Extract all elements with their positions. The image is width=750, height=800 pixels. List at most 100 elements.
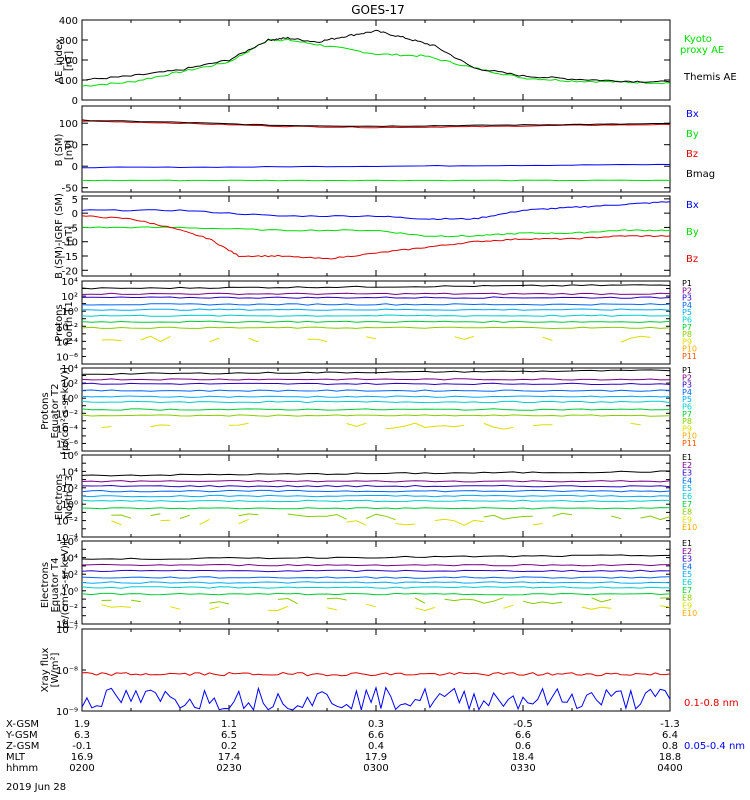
y-tick-label: 10⁻⁴ — [56, 620, 78, 631]
channel-line-e8 — [522, 600, 563, 605]
channel-line-e9 — [660, 605, 671, 608]
channel-label-p9: P9 — [682, 337, 692, 346]
axis-row-value: -0.1 — [72, 741, 92, 752]
axis-row-value: 0230 — [216, 763, 241, 774]
ylabel-et4-2: Equator T4 — [50, 558, 61, 613]
channel-line-p2 — [81, 378, 671, 381]
channel-label-p4: P4 — [682, 301, 692, 310]
channel-line-p6 — [81, 400, 671, 404]
ylabel-pt2-3: [p/(cm²-s-sr-keV)] — [60, 367, 71, 455]
y-tick-label: 300 — [59, 36, 78, 47]
axis-row-value: 1.9 — [74, 719, 90, 730]
y-tick-label: 100 — [59, 119, 78, 130]
axis-row-value: 0.4 — [368, 741, 384, 752]
channel-line-e3 — [81, 569, 671, 573]
xray-line-blue — [81, 685, 671, 712]
legend-bigrf: Bx By Bz — [686, 200, 699, 265]
channel-line-e5 — [81, 581, 671, 584]
y-tick-label: 10⁴ — [61, 467, 78, 478]
channel-line-e7 — [81, 592, 671, 596]
axis-row-label: MLT — [6, 752, 26, 763]
legend-xray-short: 0.05-0.4 nm — [684, 741, 745, 752]
y-tick-label: 10⁻² — [56, 409, 78, 420]
channel-label-e3: E3 — [682, 555, 692, 564]
channel-label-p11: P11 — [682, 439, 697, 448]
channel-line-p9 — [307, 338, 328, 343]
y-tick-label: 10⁻⁷ — [56, 625, 78, 636]
axis-row-value: 18.8 — [659, 752, 681, 763]
channel-label-e7: E7 — [682, 586, 692, 595]
legend-bsm: Bx By Bz Bmag — [686, 109, 715, 180]
channel-line-e6 — [81, 499, 670, 503]
y-tick-label: -15 — [62, 252, 78, 263]
channel-line-e9 — [209, 606, 220, 610]
channel-line-e1 — [81, 470, 670, 477]
series-line-by — [81, 226, 671, 238]
channel-label-p2: P2 — [682, 286, 692, 295]
channel-line-p9 — [620, 335, 651, 343]
channel-line-e3 — [81, 484, 671, 488]
axis-row-value: 0.8 — [662, 741, 678, 752]
axis-table: X-GSM 1.9 1.1 0.3 -0.5 -1.3 Y-GSM 6.3 6.5 6.6 6.6 6… — [5, 719, 683, 774]
channel-line-p9 — [101, 339, 122, 342]
ylabel-et3-1: Electrons — [54, 474, 65, 520]
axis-row-value: 6.6 — [515, 730, 531, 741]
axis-row-value: 0.2 — [221, 741, 237, 752]
channel-line-e8 — [365, 513, 396, 521]
channel-legends: P1P2P3P4P5P6P7P8P9P10P11P1P2P3P4P5P6P7P8… — [682, 279, 697, 618]
channel-line-p9 — [209, 337, 220, 343]
channel-line-e9 — [170, 606, 181, 610]
y-tick-label: 10⁻⁴ — [56, 424, 78, 435]
channel-line-p9 — [140, 335, 171, 343]
channel-line-p9 — [366, 336, 377, 340]
channel-line-e8 — [238, 513, 259, 517]
channel-label-p10: P10 — [682, 432, 697, 441]
channel-label-e8: E8 — [682, 508, 692, 517]
series-line-bx — [81, 163, 671, 169]
legend-bsm-bz: Bz — [686, 149, 698, 160]
xray-line-red — [81, 671, 671, 677]
axis-row-label: X-GSM — [6, 719, 39, 730]
axis-row-value: 0330 — [510, 763, 535, 774]
axis-row-value: 17.9 — [365, 752, 387, 763]
axis-row-value: 1.1 — [221, 719, 237, 730]
panel-frame-0 — [81, 19, 671, 101]
ylabel-pt2-1: Protons — [40, 392, 51, 429]
channel-line-e9 — [111, 520, 122, 526]
channel-line-e8 — [111, 514, 132, 519]
channel-line-p4 — [81, 389, 671, 392]
y-tick-label: 10⁻² — [56, 603, 78, 614]
channel-line-e8 — [150, 513, 161, 517]
y-tick-label: 10² — [61, 570, 78, 581]
channel-line-e8 — [209, 601, 230, 605]
y-tick-label: 0 — [72, 209, 78, 220]
channel-label-p9: P9 — [682, 424, 692, 433]
ylabel-pt1-2: North T1 — [64, 301, 75, 345]
axis-row-value: 6.3 — [74, 730, 90, 741]
channel-line-e9 — [415, 606, 435, 612]
channel-line-e4 — [81, 576, 671, 579]
legend-proxy-ae: proxy AE — [680, 45, 724, 56]
channel-label-e1: E1 — [682, 453, 692, 462]
channel-line-p9 — [150, 424, 171, 428]
channel-label-e9: E9 — [682, 515, 692, 524]
legend-bigrf-bz: Bz — [686, 254, 698, 265]
channel-line-e9 — [503, 604, 514, 609]
channel-line-p9 — [630, 422, 641, 426]
legend-bigrf-by: By — [686, 227, 699, 238]
axis-row-label: Y-GSM — [5, 730, 38, 741]
channel-line-p8 — [81, 326, 671, 330]
channel-label-p7: P7 — [682, 410, 692, 419]
channel-label-p6: P6 — [682, 403, 692, 412]
channel-line-e2 — [81, 480, 671, 483]
y-axis-labels: AE_index [nT] B (SM) [nT] B (SM)-IGRF (S… — [40, 38, 75, 692]
y-tick-label: 10⁴ — [61, 364, 78, 375]
channel-label-p4: P4 — [682, 388, 692, 397]
channel-label-p1: P1 — [682, 279, 692, 288]
channel-line-e9 — [395, 523, 416, 526]
series-line-bz — [81, 120, 671, 129]
y-tick-label: 10⁻⁹ — [56, 707, 78, 718]
axis-row-value: 0.3 — [368, 719, 384, 730]
channel-line-e9 — [268, 605, 288, 611]
channel-line-e9 — [199, 518, 210, 525]
